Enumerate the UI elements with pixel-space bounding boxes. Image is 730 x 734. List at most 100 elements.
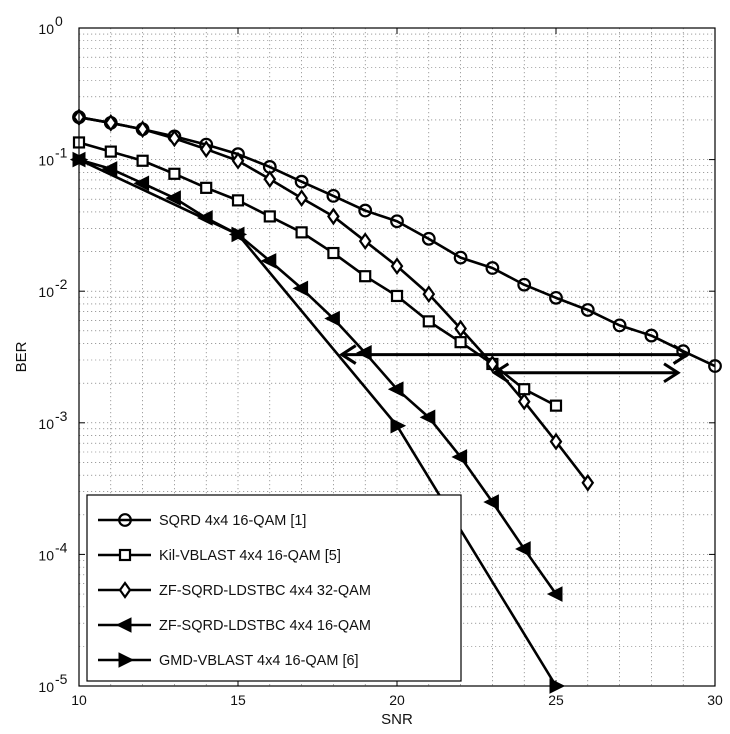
y-tick-label: 10 — [38, 679, 54, 695]
series-layer — [69, 108, 722, 694]
diamond-marker — [454, 319, 467, 338]
y-tick-label: 10 — [38, 416, 54, 432]
legend-label: GMD-VBLAST 4x4 16-QAM [6] — [159, 653, 359, 669]
series-line — [78, 158, 558, 687]
legend-label: SQRD 4x4 16-QAM [1] — [159, 513, 306, 529]
square-marker — [549, 399, 563, 412]
triangle-left-marker — [515, 541, 531, 557]
square-marker — [327, 246, 340, 260]
square-marker — [454, 336, 467, 349]
diamond-marker — [390, 257, 404, 276]
y-axis-label: BER — [13, 341, 30, 372]
arrow-head-left — [491, 362, 510, 384]
circle-marker — [612, 318, 627, 333]
square-marker — [136, 154, 149, 167]
square-marker — [200, 181, 213, 194]
y-tick-label: 10 — [38, 21, 54, 37]
legend-label: Kil-VBLAST 4x4 16-QAM [5] — [159, 548, 341, 564]
circle-marker — [294, 174, 309, 189]
diamond-marker — [358, 232, 372, 251]
annotation-layer — [338, 344, 691, 384]
double-arrow — [338, 344, 691, 365]
y-tick-exponent: 0 — [55, 13, 63, 29]
square-marker — [168, 167, 181, 180]
triangle-left-marker — [387, 381, 404, 398]
x-tick-label: 15 — [230, 692, 246, 708]
x-tick-label: 25 — [548, 692, 564, 708]
diamond-marker — [231, 151, 245, 170]
diamond-marker — [549, 432, 563, 451]
diamond-marker — [104, 114, 118, 132]
y-tick-exponent: -2 — [55, 276, 68, 292]
triangle-left-marker — [133, 175, 150, 192]
triangle-right-marker — [390, 417, 407, 434]
triangle-left-marker — [419, 409, 436, 426]
diamond-marker — [136, 120, 149, 139]
diamond-marker — [118, 581, 132, 599]
circle-marker — [118, 513, 132, 527]
legend-entry: SQRD 4x4 16-QAM [1] — [98, 513, 306, 529]
y-tick-label: 10 — [38, 153, 54, 169]
triangle-right-marker — [118, 652, 135, 668]
circle-marker — [580, 303, 595, 317]
y-tick-exponent: -1 — [55, 145, 68, 161]
y-tick-label: 10 — [38, 547, 54, 563]
legend-box — [86, 494, 462, 682]
legend-label: ZF-SQRD-LDSTBC 4x4 16-QAM — [159, 618, 371, 634]
x-tick-label: 20 — [389, 692, 405, 708]
diamond-marker — [422, 285, 436, 304]
arrow-head-right — [672, 344, 691, 365]
diamond-marker — [199, 140, 213, 159]
legend-label: ZF-SQRD-LDSTBC 4x4 32-QAM — [159, 583, 371, 599]
y-tick-exponent: -5 — [55, 671, 68, 687]
circle-marker — [517, 277, 532, 292]
double-arrow — [491, 362, 681, 384]
triangle-left-marker — [356, 345, 372, 361]
square-marker — [104, 145, 117, 158]
arrow-head-right — [663, 362, 681, 384]
x-tick-label: 10 — [71, 692, 87, 708]
legend-entry: ZF-SQRD-LDSTBC 4x4 16-QAM — [98, 617, 371, 634]
circle-marker — [485, 261, 500, 275]
legend-entry: Kil-VBLAST 4x4 16-QAM [5] — [98, 548, 341, 564]
diamond-marker — [486, 355, 499, 373]
triangle-left-marker — [546, 586, 563, 602]
square-marker — [422, 315, 435, 328]
triangle-left-marker — [451, 449, 468, 465]
square-marker — [295, 226, 308, 239]
triangle-right-marker — [231, 226, 248, 243]
triangle-left-marker — [324, 310, 340, 327]
square-marker — [263, 210, 276, 223]
series-line — [78, 115, 716, 368]
square-marker — [231, 194, 245, 207]
triangle-left-marker — [101, 161, 118, 177]
circle-marker — [358, 203, 373, 218]
square-marker — [359, 270, 372, 283]
circle-marker — [549, 290, 563, 305]
diamond-marker — [168, 129, 181, 148]
y-tick-exponent: -3 — [55, 408, 68, 424]
triangle-left-marker — [292, 280, 309, 297]
circle-marker — [453, 250, 468, 265]
y-tick-exponent: -4 — [55, 539, 68, 555]
diamond-marker — [581, 473, 595, 492]
legend-entry: GMD-VBLAST 4x4 16-QAM [6] — [98, 652, 359, 669]
triangle-left-marker — [260, 253, 277, 269]
series-line — [78, 141, 557, 407]
circle-marker — [326, 188, 341, 203]
triangle-left-marker — [165, 190, 181, 206]
series-diamond — [72, 108, 595, 492]
arrow-head-left — [338, 344, 357, 365]
diamond-marker — [327, 207, 340, 226]
circle-marker — [421, 231, 436, 246]
diamond-marker — [295, 189, 308, 207]
circle-marker — [644, 328, 659, 343]
legend: SQRD 4x4 16-QAM [1] Kil-VBLAST 4x4 16-QAM… — [86, 494, 462, 682]
diamond-marker — [517, 392, 531, 411]
triangle-left-marker — [115, 617, 132, 633]
square-marker — [390, 289, 404, 303]
circle-marker — [390, 214, 404, 229]
legend-entry: ZF-SQRD-LDSTBC 4x4 32-QAM — [98, 581, 371, 599]
